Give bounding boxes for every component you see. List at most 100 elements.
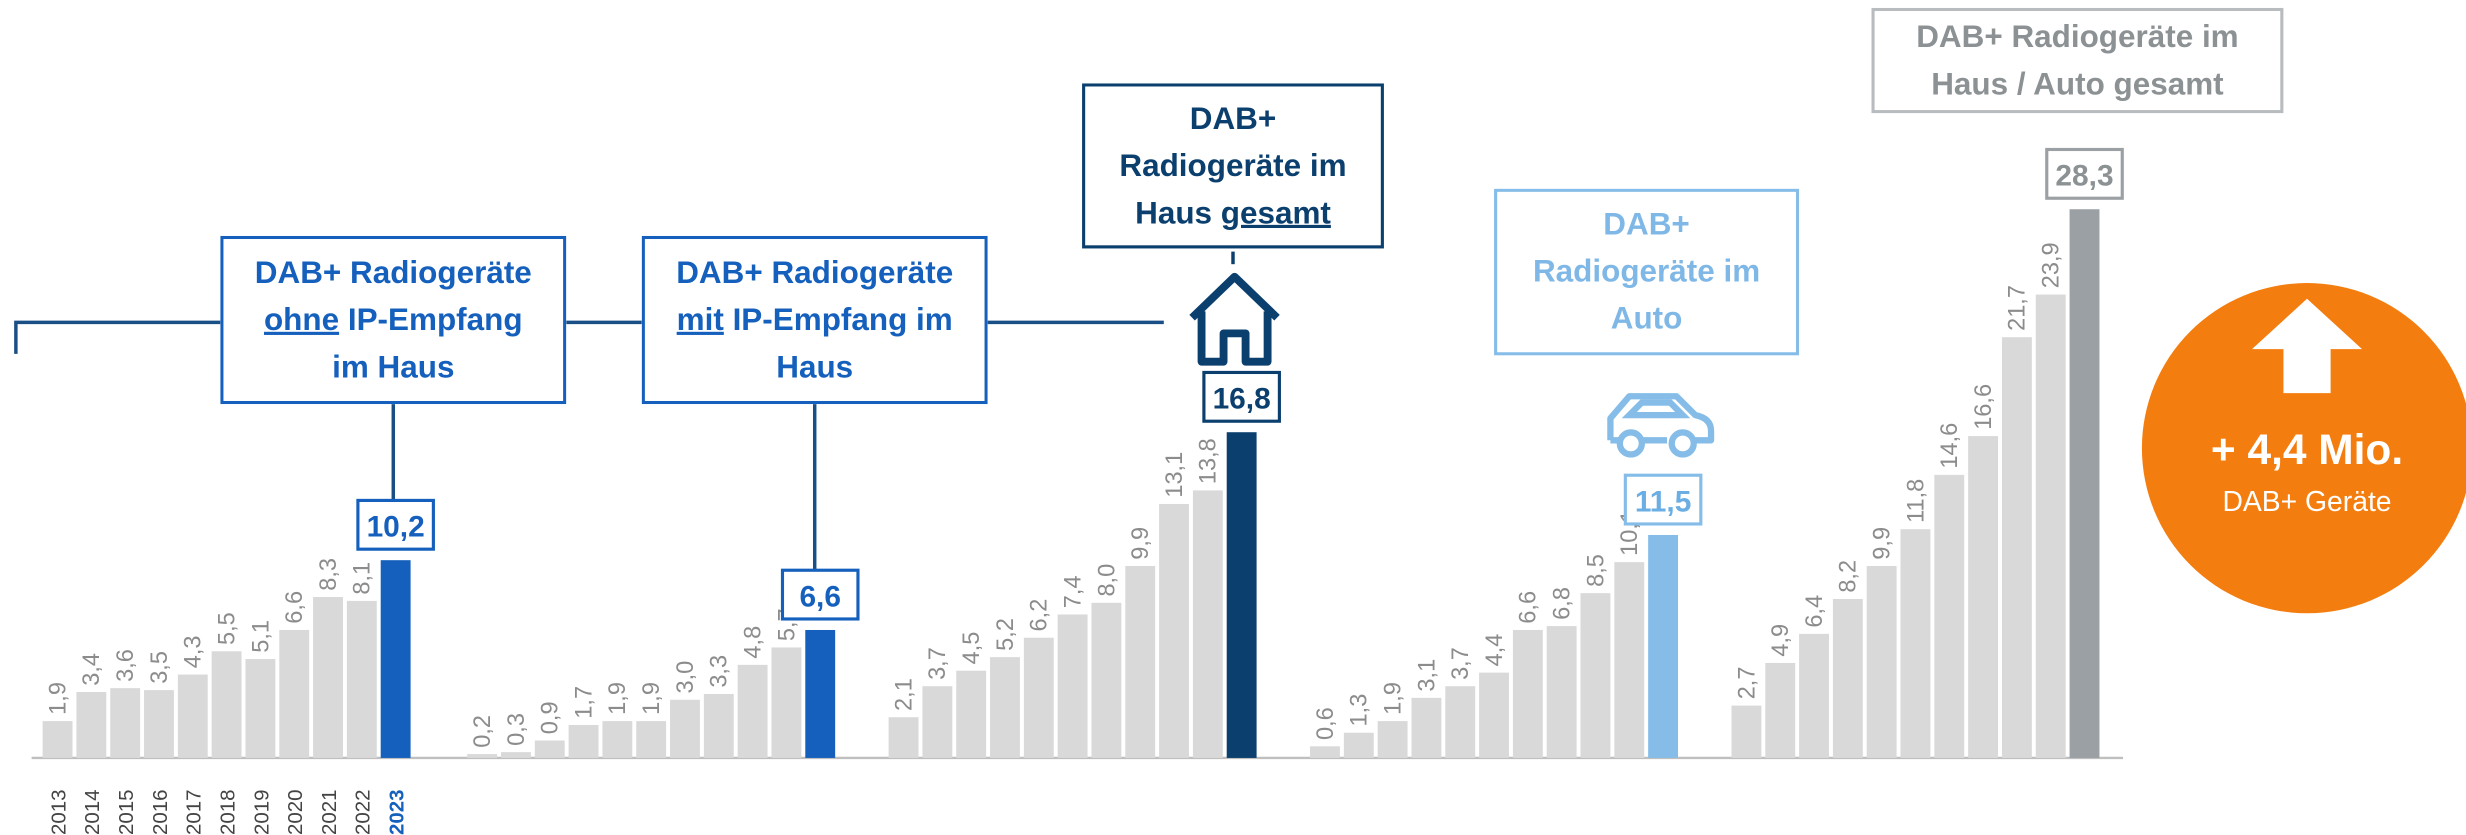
value-label: 1,9 (638, 682, 664, 715)
value-label: 1,7 (570, 686, 596, 719)
value-label: 6,6 (1515, 591, 1541, 624)
house-icon (1189, 272, 1280, 366)
bar (1226, 432, 1257, 758)
value-label: 16,6 (1970, 384, 1996, 430)
bar (1023, 637, 1054, 758)
value-label: 8,5 (1582, 554, 1608, 587)
bar (42, 721, 73, 758)
bar (1159, 503, 1189, 758)
bar (534, 740, 565, 758)
annotation-circle (2141, 283, 2466, 614)
x-tick-label: 2022 (352, 790, 375, 835)
series-name-emphasis: mit (676, 302, 724, 338)
value-label-box (780, 568, 860, 621)
arrow-icon (2251, 298, 2363, 394)
x-tick-label: 2015 (115, 790, 138, 835)
connectors (14, 251, 1235, 576)
bar (110, 688, 141, 758)
bar (1731, 705, 1762, 758)
bar (1648, 534, 1679, 758)
value-label: 6,6 (281, 591, 307, 624)
value-label: 4,9 (1767, 624, 1793, 657)
value-label: 3,7 (1447, 647, 1473, 680)
value-label: 7,4 (1059, 575, 1085, 608)
bar (2001, 337, 2032, 758)
value-label: 21,7 (2004, 285, 2030, 331)
value-label: 8,3 (315, 558, 341, 591)
series-name: DAB+ Radiogeräte im Auto (1494, 188, 1800, 356)
bar (1968, 436, 1999, 758)
value-label: 14,6 (1936, 423, 1962, 469)
bar (956, 670, 987, 758)
value-label: 28,3 (2055, 160, 2113, 193)
bar (1580, 593, 1611, 758)
value-label: 6,4 (1801, 595, 1827, 628)
bar (1445, 686, 1476, 758)
bar (1832, 598, 1863, 758)
value-label: 4,3 (180, 636, 206, 669)
value-label: 3,5 (146, 651, 172, 684)
bar (211, 651, 242, 758)
bar (990, 657, 1020, 758)
value-label: 3,1 (1413, 659, 1439, 692)
x-tick-label: 2023 (386, 790, 409, 835)
bar (1377, 721, 1408, 758)
bar (1866, 565, 1897, 758)
annotation-subtext: DAB+ Geräte (2222, 485, 2391, 517)
value-label: 1,3 (1346, 694, 1372, 727)
series-box: DAB+ Radiogeräte im Haus / Auto gesamt (1871, 7, 2284, 114)
value-label: 4,4 (1481, 634, 1507, 667)
bar (805, 629, 836, 758)
bar (1479, 672, 1509, 758)
value-label: 1,9 (1379, 682, 1405, 715)
series-box: DAB+ Radiogeräte mit IP-Empfang im Haus (641, 235, 988, 405)
value-label: 0,9 (537, 701, 563, 734)
value-label: 5,5 (213, 612, 239, 645)
bar (922, 686, 953, 758)
value-label: 6,6 (799, 580, 841, 613)
bar (1765, 662, 1796, 758)
value-label-box (1623, 473, 1703, 526)
bar (1310, 746, 1340, 758)
series-name: DAB+ Radiogeräte im Haus gesamt (1082, 83, 1384, 249)
series-name: DAB+ Radiogeräte mit IP-Empfang im Haus (641, 235, 988, 405)
bar (76, 692, 107, 758)
value-label: 4,5 (958, 632, 984, 665)
value-label: 0,6 (1312, 707, 1338, 740)
value-label: 16,8 (1213, 383, 1271, 416)
value-label-box (2045, 147, 2124, 200)
value-label: 4,8 (739, 626, 765, 659)
bar (1934, 474, 1965, 758)
bar (1411, 697, 1442, 758)
bar (1614, 562, 1645, 758)
value-label: 9,9 (1869, 527, 1895, 560)
bar (670, 699, 700, 758)
value-label-box (1202, 370, 1281, 423)
bar (737, 664, 768, 758)
bar (888, 717, 919, 758)
value-label: 8,0 (1093, 564, 1119, 597)
connector-line (14, 320, 1164, 354)
value-label: 1,9 (44, 682, 70, 715)
value-label: 0,3 (503, 713, 529, 746)
bar (1512, 629, 1543, 758)
bar (1799, 633, 1829, 758)
value-label: 8,1 (349, 562, 375, 595)
value-label: 5,2 (992, 618, 1018, 651)
bar (144, 690, 174, 758)
bar (771, 647, 802, 758)
value-label: 1,9 (604, 682, 630, 715)
bar (467, 754, 498, 758)
x-tick-label: 2018 (216, 790, 239, 835)
car-icon (1607, 393, 1715, 458)
bar (346, 600, 377, 758)
value-label: 9,9 (1127, 527, 1153, 560)
value-label: 6,8 (1549, 587, 1575, 620)
bar (602, 721, 633, 758)
bar (1125, 565, 1156, 758)
series-box: DAB+ Radiogeräte ohne IP-Empfang im Haus (220, 235, 567, 405)
bar (2035, 294, 2066, 758)
value-label: 23,9 (2038, 242, 2064, 288)
value-label: 0,2 (469, 715, 495, 748)
